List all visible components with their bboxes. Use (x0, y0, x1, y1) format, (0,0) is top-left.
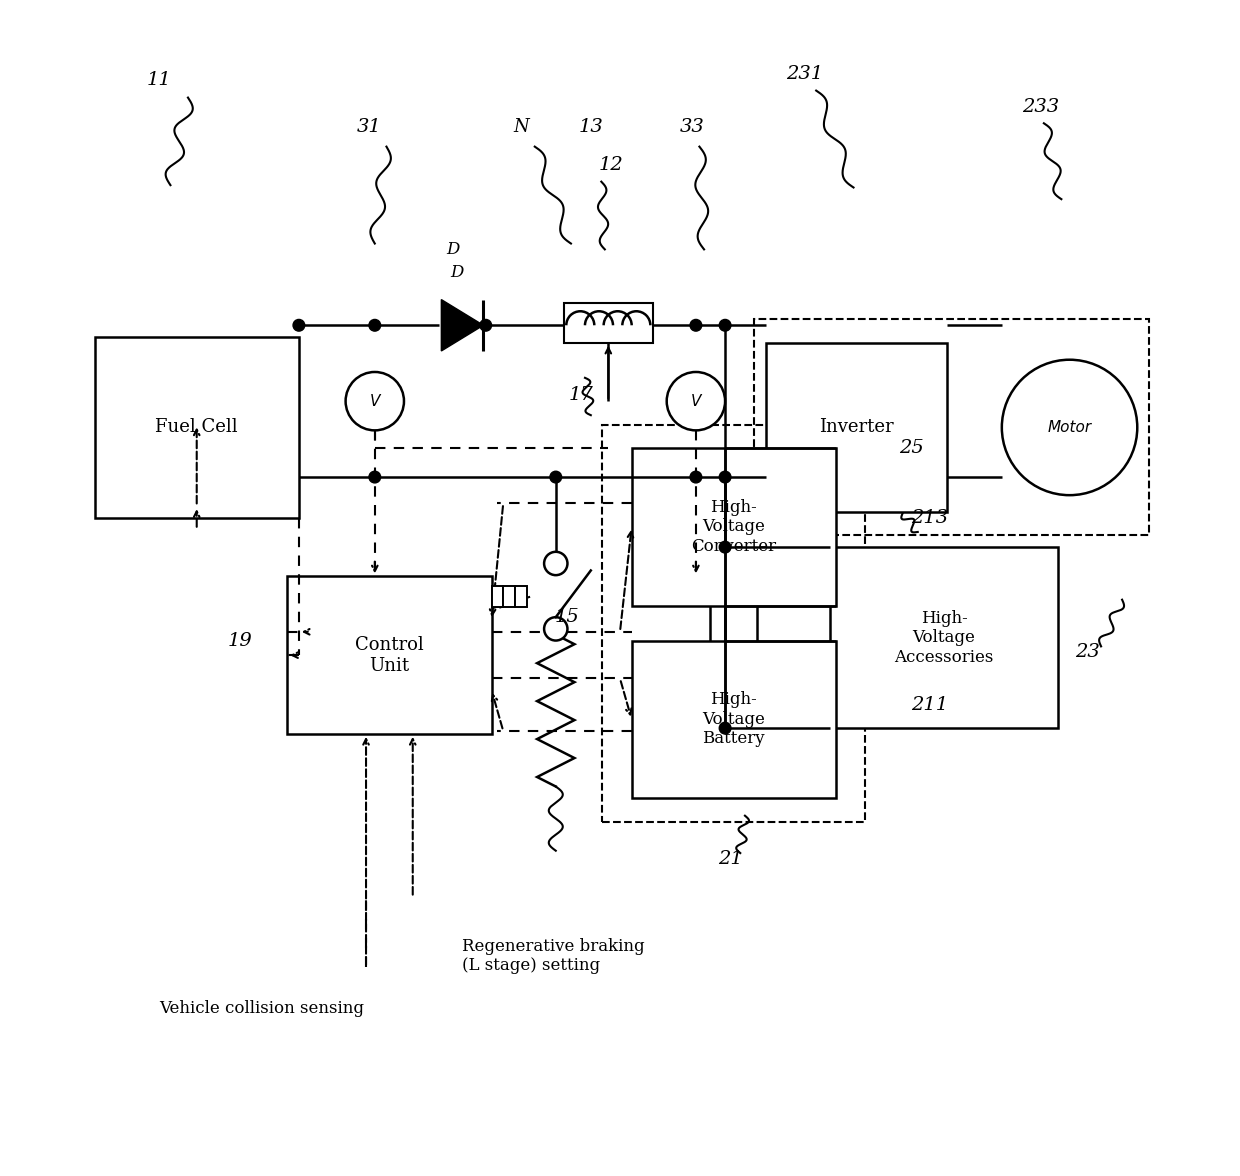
Circle shape (549, 472, 562, 483)
Text: 11: 11 (146, 71, 171, 89)
Text: 17: 17 (569, 387, 594, 405)
Text: D: D (446, 241, 460, 258)
Circle shape (480, 320, 491, 332)
FancyBboxPatch shape (631, 448, 836, 606)
Circle shape (689, 320, 702, 332)
Text: 25: 25 (899, 439, 924, 457)
Text: 15: 15 (556, 608, 580, 626)
Circle shape (293, 320, 305, 332)
Circle shape (544, 552, 568, 575)
Circle shape (1002, 360, 1137, 495)
Text: 21: 21 (718, 850, 743, 868)
Text: 19: 19 (228, 632, 253, 649)
Text: 213: 213 (911, 509, 949, 527)
FancyBboxPatch shape (631, 641, 836, 799)
Circle shape (719, 320, 730, 332)
Polygon shape (441, 300, 484, 350)
Text: Inverter: Inverter (820, 419, 894, 436)
Text: Motor: Motor (1048, 420, 1091, 435)
Text: 33: 33 (680, 118, 704, 135)
Text: High-
Voltage
Accessories: High- Voltage Accessories (894, 609, 993, 666)
Text: 211: 211 (911, 696, 949, 714)
Text: 12: 12 (598, 156, 622, 174)
Text: Vehicle collision sensing: Vehicle collision sensing (159, 1000, 363, 1017)
FancyBboxPatch shape (288, 576, 491, 734)
Circle shape (719, 541, 730, 553)
Text: V: V (370, 394, 379, 409)
Circle shape (544, 617, 568, 641)
Circle shape (346, 372, 404, 430)
Text: 13: 13 (578, 118, 603, 135)
FancyBboxPatch shape (831, 547, 1058, 728)
Text: V: V (691, 394, 701, 409)
Text: N: N (513, 118, 528, 135)
Text: Fuel Cell: Fuel Cell (155, 419, 238, 436)
Circle shape (719, 472, 730, 483)
Text: Control
Unit: Control Unit (355, 636, 424, 675)
Text: 31: 31 (357, 118, 382, 135)
Circle shape (689, 472, 702, 483)
Text: High-
Voltage
Battery: High- Voltage Battery (702, 691, 765, 748)
FancyBboxPatch shape (766, 342, 947, 512)
Text: D: D (450, 263, 464, 281)
Text: Regenerative braking
(L stage) setting: Regenerative braking (L stage) setting (463, 937, 645, 974)
Circle shape (370, 472, 381, 483)
Text: High-
Voltage
Converter: High- Voltage Converter (691, 499, 776, 555)
Text: 231: 231 (786, 65, 823, 83)
Text: 23: 23 (1075, 643, 1100, 661)
Circle shape (667, 372, 725, 430)
FancyBboxPatch shape (564, 303, 652, 342)
Bar (503, 587, 515, 607)
Bar (491, 587, 503, 607)
Circle shape (370, 320, 381, 332)
Text: 233: 233 (1022, 98, 1059, 116)
Circle shape (719, 722, 730, 734)
Bar (515, 587, 527, 607)
FancyBboxPatch shape (94, 338, 299, 517)
